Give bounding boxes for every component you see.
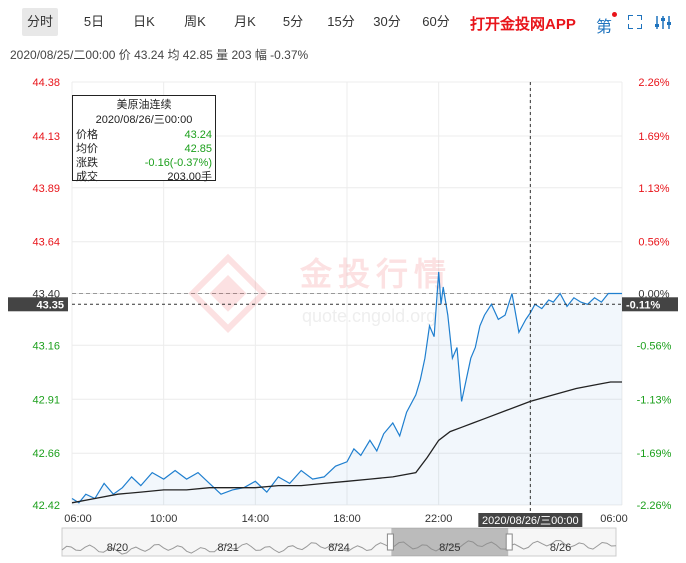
crosshair-price-label-bg — [8, 297, 68, 312]
navigator-date-label: 8/26 — [550, 542, 571, 554]
tab-2[interactable]: 5日 — [83, 14, 105, 29]
navigator[interactable] — [61, 527, 617, 557]
y-tick-label: 43.64 — [32, 237, 60, 249]
watermark-url: quote.cngold.org — [302, 306, 436, 326]
x-tick-label: 06:00 — [600, 513, 628, 525]
average-line — [71, 381, 622, 504]
tooltip-row: 成交 203.00手 — [76, 170, 212, 184]
price-area — [72, 271, 622, 505]
crosshair-pct-label-bg — [622, 297, 678, 312]
navigator-date-label: 8/24 — [328, 542, 349, 554]
y-tick-label: 43.16 — [32, 340, 60, 352]
price-tooltip: 美原油连续 2020/08/26/三00:00 价格 43.24 均价 42.85 涨跌… — [72, 95, 216, 184]
tooltip-value: -0.16(-0.37%) — [144, 157, 212, 169]
period-tabs: 分时 5日 日K 周K 月K 5分 15分 30分 60分 — [0, 0, 686, 42]
pct-tick-label: -1.13% — [637, 394, 672, 406]
y-tick-label: 43.89 — [32, 183, 60, 195]
tooltip-label: 涨跌 — [76, 157, 98, 169]
strategy-icon[interactable]: 第 — [596, 19, 613, 36]
navigator-handle-left[interactable] — [386, 533, 394, 551]
crosshair-price-label: 43.35 — [36, 299, 64, 311]
navigator-date-label: 8/20 — [107, 542, 128, 554]
tooltip-value: 203.00手 — [167, 171, 212, 183]
y-tick-label: 44.13 — [32, 131, 60, 143]
tooltip-time: 2020/08/26/三00:00 — [95, 114, 193, 126]
pct-tick-label: -1.69% — [637, 448, 672, 460]
watermark-text: 金投行情 — [299, 256, 452, 292]
tab-8[interactable]: 30分 — [373, 14, 401, 29]
crosshair-time-label-bg — [478, 513, 583, 527]
tooltip-label: 成交 — [76, 171, 98, 183]
tab-5[interactable]: 月K — [234, 14, 256, 29]
navigator-line — [61, 539, 617, 555]
navigator-date-label: 8/25 — [439, 542, 460, 554]
tab-1[interactable]: 分时 — [22, 8, 58, 36]
y-tick-label: 42.42 — [32, 500, 60, 512]
y-tick-label: 42.91 — [32, 394, 60, 406]
tooltip-row: 价格 43.24 — [76, 128, 212, 142]
navigator-handle-right[interactable] — [505, 533, 513, 551]
pct-tick-label: 1.69% — [638, 131, 669, 143]
x-tick-label: 14:00 — [242, 513, 270, 525]
open-app-link[interactable]: 打开金投网APP — [470, 16, 576, 33]
x-tick-label: 18:00 — [333, 513, 361, 525]
notification-dot — [612, 12, 617, 17]
pct-tick-label: 2.26% — [638, 77, 669, 89]
navigator-selection[interactable] — [391, 528, 509, 556]
quote-summary: 2020/08/25/二00:00 价 43.24 均 42.85 量 203 … — [10, 48, 309, 62]
x-tick-label: 06:00 — [64, 513, 92, 525]
crosshair-pct-label: -0.11% — [626, 299, 660, 311]
tab-7[interactable]: 15分 — [327, 14, 355, 29]
x-tick-label: 22:00 — [425, 513, 453, 525]
tooltip-label: 均价 — [76, 143, 98, 155]
price-line — [71, 271, 622, 504]
tab-4[interactable]: 周K — [184, 14, 206, 29]
tab-3[interactable]: 日K — [133, 14, 155, 29]
tooltip-label: 价格 — [76, 129, 98, 141]
y-tick-label: 44.38 — [32, 77, 60, 89]
tab-6[interactable]: 5分 — [282, 14, 304, 29]
tooltip-row: 均价 42.85 — [76, 142, 212, 156]
navigator-date-label: 8/21 — [217, 542, 238, 554]
pct-tick-label: 0.56% — [638, 237, 669, 249]
y-tick-label: 42.66 — [32, 448, 60, 460]
pct-tick-label: 1.13% — [638, 183, 669, 195]
tooltip-row: 涨跌 -0.16(-0.37%) — [76, 156, 212, 170]
pct-tick-label: -2.26% — [637, 500, 672, 512]
tooltip-value: 42.85 — [184, 143, 212, 155]
pct-tick-label: -0.56% — [637, 340, 672, 352]
settings-sliders-icon[interactable] — [655, 14, 671, 30]
tab-9[interactable]: 60分 — [422, 14, 450, 29]
watermark-logo — [188, 253, 268, 333]
crosshair-time-label: 2020/08/26/三00:00 — [482, 515, 579, 527]
tooltip-value: 43.24 — [184, 129, 212, 141]
x-tick-label: 10:00 — [150, 513, 178, 525]
tooltip-name: 美原油连续 — [116, 99, 172, 111]
